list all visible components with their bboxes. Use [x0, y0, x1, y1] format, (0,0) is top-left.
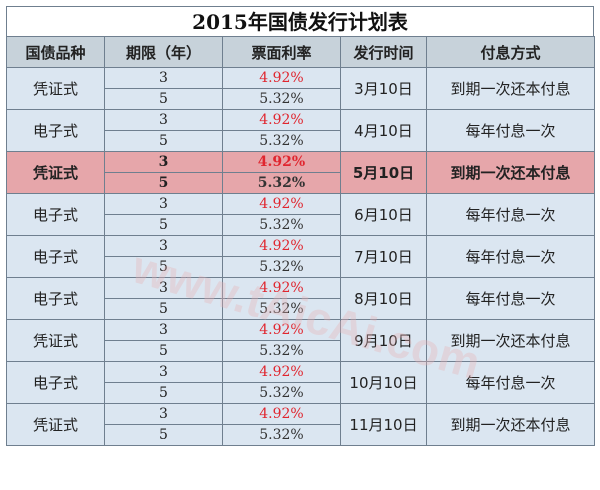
term-cell: 3 [104, 235, 223, 257]
header-payment: 付息方式 [426, 36, 595, 68]
term-cell: 3 [104, 67, 223, 89]
table-row: 5 5.32% [7, 88, 595, 110]
payment-method-cell: 每年付息一次 [426, 193, 595, 236]
payment-method-cell: 到期一次还本付息 [426, 403, 595, 446]
table-row: 凭证式 3 4.92% 9月10日 到期一次还本付息 [6, 319, 595, 362]
term-cell: 3 [104, 109, 223, 131]
rate-cell: 5.32% [222, 340, 341, 362]
issue-date-cell: 9月10日 [340, 319, 427, 362]
term-cell: 5 [104, 256, 223, 278]
bond-type-cell: 电子式 [6, 235, 105, 278]
rate-cell: 5.32% [222, 214, 341, 236]
table-row: 电子式 3 4.92% 10月10日 每年付息一次 [6, 361, 595, 404]
payment-method-cell: 到期一次还本付息 [426, 151, 595, 194]
rate-cell: 5.32% [222, 256, 341, 278]
header-type: 国债品种 [6, 36, 105, 68]
issue-date-cell: 10月10日 [340, 361, 427, 404]
table-row: 电子式 3 4.92% 4月10日 每年付息一次 [6, 109, 595, 152]
table-row: 5 5.32% [7, 424, 595, 446]
issue-date-cell: 11月10日 [340, 403, 427, 446]
term-cell: 5 [104, 382, 223, 404]
rate-cell: 5.32% [222, 88, 341, 110]
table-row: 5 5.32% [7, 382, 595, 404]
rate-cell: 4.92% [222, 151, 341, 173]
table-row: 5 5.32% [7, 256, 595, 278]
term-cell: 3 [104, 193, 223, 215]
payment-method-cell: 每年付息一次 [426, 109, 595, 152]
rate-cell: 5.32% [222, 424, 341, 446]
table-row: 5 5.32% [7, 298, 595, 320]
rate-cell: 4.92% [222, 109, 341, 131]
table-row: 电子式 3 4.92% 7月10日 每年付息一次 [6, 235, 595, 278]
rate-cell: 4.92% [222, 403, 341, 425]
term-cell: 3 [104, 277, 223, 299]
payment-method-cell: 到期一次还本付息 [426, 319, 595, 362]
term-cell: 3 [104, 151, 223, 173]
payment-method-cell: 每年付息一次 [426, 277, 595, 320]
term-cell: 5 [104, 88, 223, 110]
table-row: 电子式 3 4.92% 6月10日 每年付息一次 [6, 193, 595, 236]
table-row: 5 5.32% [7, 214, 595, 236]
term-cell: 3 [104, 361, 223, 383]
header-rate: 票面利率 [222, 36, 341, 68]
bond-type-cell: 电子式 [6, 109, 105, 152]
header-term: 期限（年） [104, 36, 223, 68]
bond-type-cell: 凭证式 [6, 151, 105, 194]
rate-cell: 4.92% [222, 319, 341, 341]
table-row: 电子式 3 4.92% 8月10日 每年付息一次 [6, 277, 595, 320]
term-cell: 3 [104, 403, 223, 425]
issue-date-cell: 7月10日 [340, 235, 427, 278]
table-row: 凭证式 3 4.92% 11月10日 到期一次还本付息 [6, 403, 595, 446]
rate-cell: 5.32% [222, 298, 341, 320]
term-cell: 5 [104, 130, 223, 152]
rate-cell: 5.32% [222, 382, 341, 404]
rate-cell: 4.92% [222, 193, 341, 215]
bond-type-cell: 凭证式 [6, 67, 105, 110]
table-row: 凭证式 3 4.92% 5月10日 到期一次还本付息 [6, 151, 595, 194]
term-cell: 5 [104, 298, 223, 320]
payment-method-cell: 到期一次还本付息 [426, 67, 595, 110]
term-cell: 3 [104, 319, 223, 341]
rate-cell: 4.92% [222, 361, 341, 383]
table-row: 凭证式 3 4.92% 3月10日 到期一次还本付息 [6, 67, 595, 110]
table-body: 凭证式 3 4.92% 3月10日 到期一次还本付息 5 5.32% 电子式 3 4.92% 4月1… [6, 67, 595, 446]
term-cell: 5 [104, 172, 223, 194]
bond-table: 国债品种 期限（年） 票面利率 发行时间 付息方式 凭证式 3 4.92% 3月10日… [6, 36, 595, 446]
bond-type-cell: 电子式 [6, 193, 105, 236]
term-cell: 5 [104, 424, 223, 446]
table-row: 5 5.32% [7, 340, 595, 362]
issue-date-cell: 8月10日 [340, 277, 427, 320]
payment-method-cell: 每年付息一次 [426, 235, 595, 278]
term-cell: 5 [104, 340, 223, 362]
rate-cell: 4.92% [222, 277, 341, 299]
page-title: 2015年国债发行计划表 [6, 6, 594, 36]
rate-cell: 4.92% [222, 67, 341, 89]
payment-method-cell: 每年付息一次 [426, 361, 595, 404]
rate-cell: 5.32% [222, 172, 341, 194]
issue-date-cell: 5月10日 [340, 151, 427, 194]
header-date: 发行时间 [340, 36, 427, 68]
issue-date-cell: 4月10日 [340, 109, 427, 152]
bond-plan-sheet: 2015年国债发行计划表 国债品种 期限（年） 票面利率 发行时间 付息方式 凭… [6, 6, 595, 446]
term-cell: 5 [104, 214, 223, 236]
rate-cell: 4.92% [222, 235, 341, 257]
bond-type-cell: 凭证式 [6, 319, 105, 362]
issue-date-cell: 6月10日 [340, 193, 427, 236]
rate-cell: 5.32% [222, 130, 341, 152]
bond-type-cell: 电子式 [6, 361, 105, 404]
issue-date-cell: 3月10日 [340, 67, 427, 110]
header-row: 国债品种 期限（年） 票面利率 发行时间 付息方式 [6, 36, 595, 68]
bond-type-cell: 电子式 [6, 277, 105, 320]
bond-type-cell: 凭证式 [6, 403, 105, 446]
